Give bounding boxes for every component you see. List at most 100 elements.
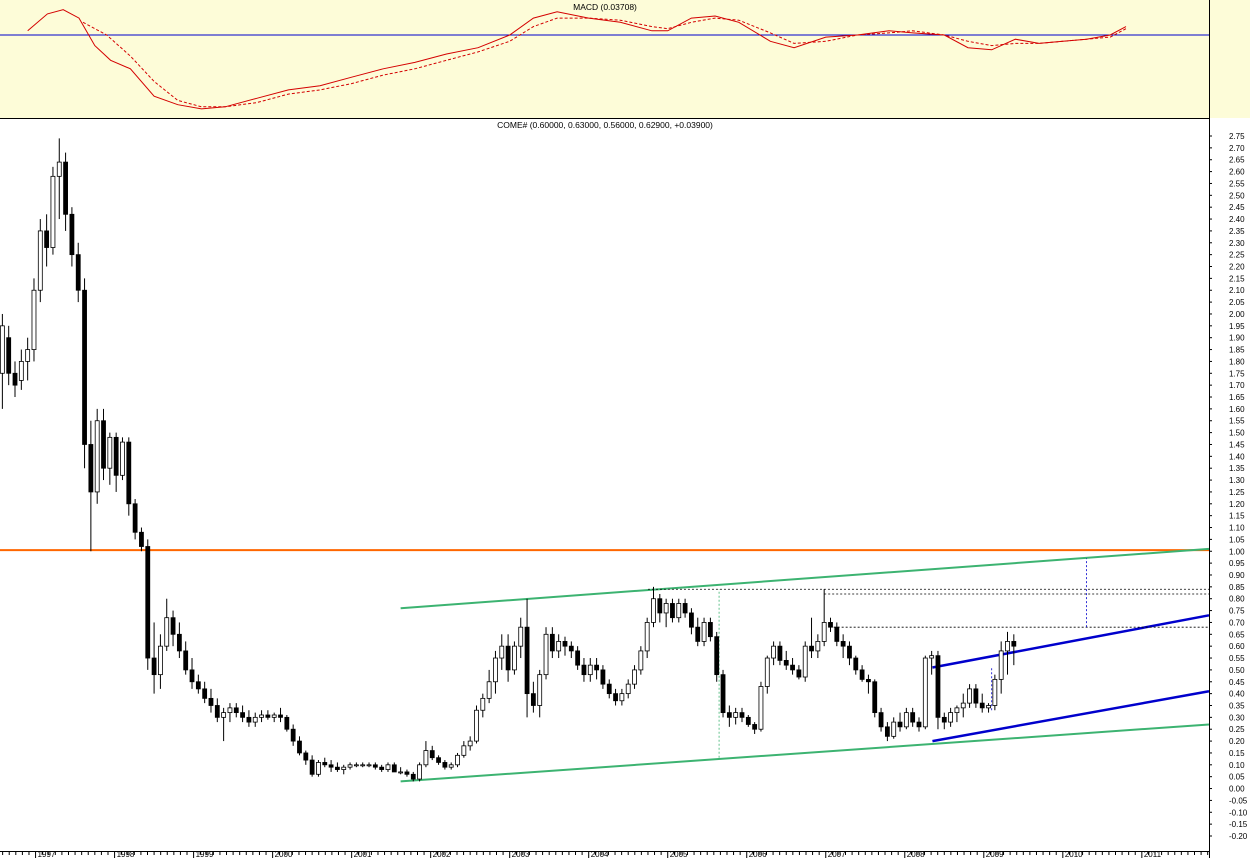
candle-body-down <box>752 724 758 730</box>
candle <box>37 219 43 303</box>
x-year-label: 2008 <box>907 850 925 858</box>
candle-body-down <box>549 633 555 652</box>
candle <box>764 655 770 694</box>
candle-body-down <box>284 716 290 730</box>
candle <box>967 684 972 708</box>
candle-body-down <box>101 420 106 469</box>
candle <box>689 608 694 635</box>
price-y-tick-label: 1.55 <box>1229 417 1245 426</box>
price-y-tick-label: 2.00 <box>1229 310 1245 319</box>
candle <box>752 722 758 734</box>
price-y-tick-label: 1.90 <box>1229 334 1245 343</box>
candle <box>903 707 909 730</box>
price-y-tick-label: 2.45 <box>1229 203 1245 212</box>
candle <box>347 762 353 770</box>
price-y-tick-label: 0.10 <box>1229 761 1245 770</box>
candle-body-up <box>398 771 404 774</box>
candle <box>777 641 783 666</box>
candle-body-down <box>208 697 214 706</box>
candle <box>461 741 467 758</box>
candle <box>145 539 151 670</box>
candle <box>12 361 18 398</box>
price-panel: COME# (0.60000, 0.63000, 0.56000, 0.6290… <box>0 120 1248 858</box>
candle <box>530 681 536 713</box>
price-y-tick-label: 0.60 <box>1229 642 1245 651</box>
candle-body-down <box>600 669 606 685</box>
candle-body-down <box>670 603 675 619</box>
candle <box>252 712 258 727</box>
candle <box>189 658 195 689</box>
candle <box>651 586 656 628</box>
price-y-tick-label: 2.10 <box>1229 286 1245 295</box>
candle-body-down <box>442 762 448 768</box>
candle <box>556 634 562 659</box>
macd-panel: MACD (0.03708) 0.100.050.00-0.05-0.10-0.… <box>0 0 1248 118</box>
candle <box>233 703 239 718</box>
candle-body-up <box>448 764 454 768</box>
candle <box>720 669 726 718</box>
candle-body-down <box>240 712 245 718</box>
price-title: COME# (0.60000, 0.63000, 0.56000, 0.6290… <box>497 120 713 130</box>
candle <box>499 634 505 670</box>
candle-body-down <box>689 612 694 628</box>
candle <box>802 641 808 682</box>
candle-body-down <box>707 622 713 638</box>
price-y-tick-label: 0.45 <box>1229 678 1245 687</box>
candle-body-up <box>632 669 637 685</box>
candle-body-up <box>891 721 897 737</box>
candle <box>701 617 707 647</box>
candle-body-down <box>530 693 536 706</box>
candle <box>992 674 998 711</box>
candle-body-down <box>214 705 220 718</box>
price-y-tick-label: 0.20 <box>1229 737 1245 746</box>
candle-body-up <box>992 678 998 706</box>
candle <box>960 693 966 718</box>
candle <box>94 408 100 504</box>
price-y-tick-label: 2.40 <box>1229 215 1245 224</box>
candle-body-up <box>663 603 669 614</box>
candle <box>922 655 928 730</box>
candle-body-down <box>246 716 252 723</box>
candle <box>512 641 517 675</box>
candle-body-up <box>353 764 359 767</box>
candle <box>606 679 612 699</box>
price-y-tick-label: 2.55 <box>1229 179 1245 188</box>
x-year-label: 2010 <box>1065 850 1083 858</box>
candle-body-up <box>948 712 954 723</box>
candle-body-up <box>455 754 460 766</box>
candle-body-up <box>638 650 644 671</box>
candle-body-down <box>809 645 814 652</box>
candle <box>632 665 637 689</box>
candle-body-down <box>739 712 745 718</box>
candle-body-up <box>120 441 125 476</box>
macd-series-2 <box>82 17 1127 108</box>
candle-body-down <box>88 444 94 493</box>
candle <box>796 665 802 680</box>
candle-body-down <box>777 645 783 661</box>
candle-body-up <box>221 712 227 718</box>
candle <box>353 762 359 768</box>
candle <box>246 710 252 727</box>
candle <box>726 705 732 727</box>
candle-body-down <box>63 161 68 215</box>
candle-body-up <box>252 716 258 723</box>
candle-body-down <box>391 764 397 773</box>
candle-body-down <box>935 655 941 718</box>
price-y-tick-label: 2.25 <box>1229 251 1245 260</box>
candle-body-down <box>524 626 530 695</box>
green-channel-lower <box>400 723 1210 783</box>
candle <box>1011 634 1017 666</box>
price-y-tick-label: 0.05 <box>1229 773 1245 782</box>
candle <box>663 598 669 628</box>
candle <box>562 636 568 656</box>
x-year-label: 1997 <box>38 850 56 858</box>
blue-channel-lower <box>932 690 1210 743</box>
x-year-label: 2001 <box>354 850 372 858</box>
candle <box>265 710 271 720</box>
candle-body-down <box>682 603 688 614</box>
candle-body-down <box>657 598 663 614</box>
candle-body-up <box>56 161 62 177</box>
candle <box>644 617 650 659</box>
candle <box>398 767 404 775</box>
